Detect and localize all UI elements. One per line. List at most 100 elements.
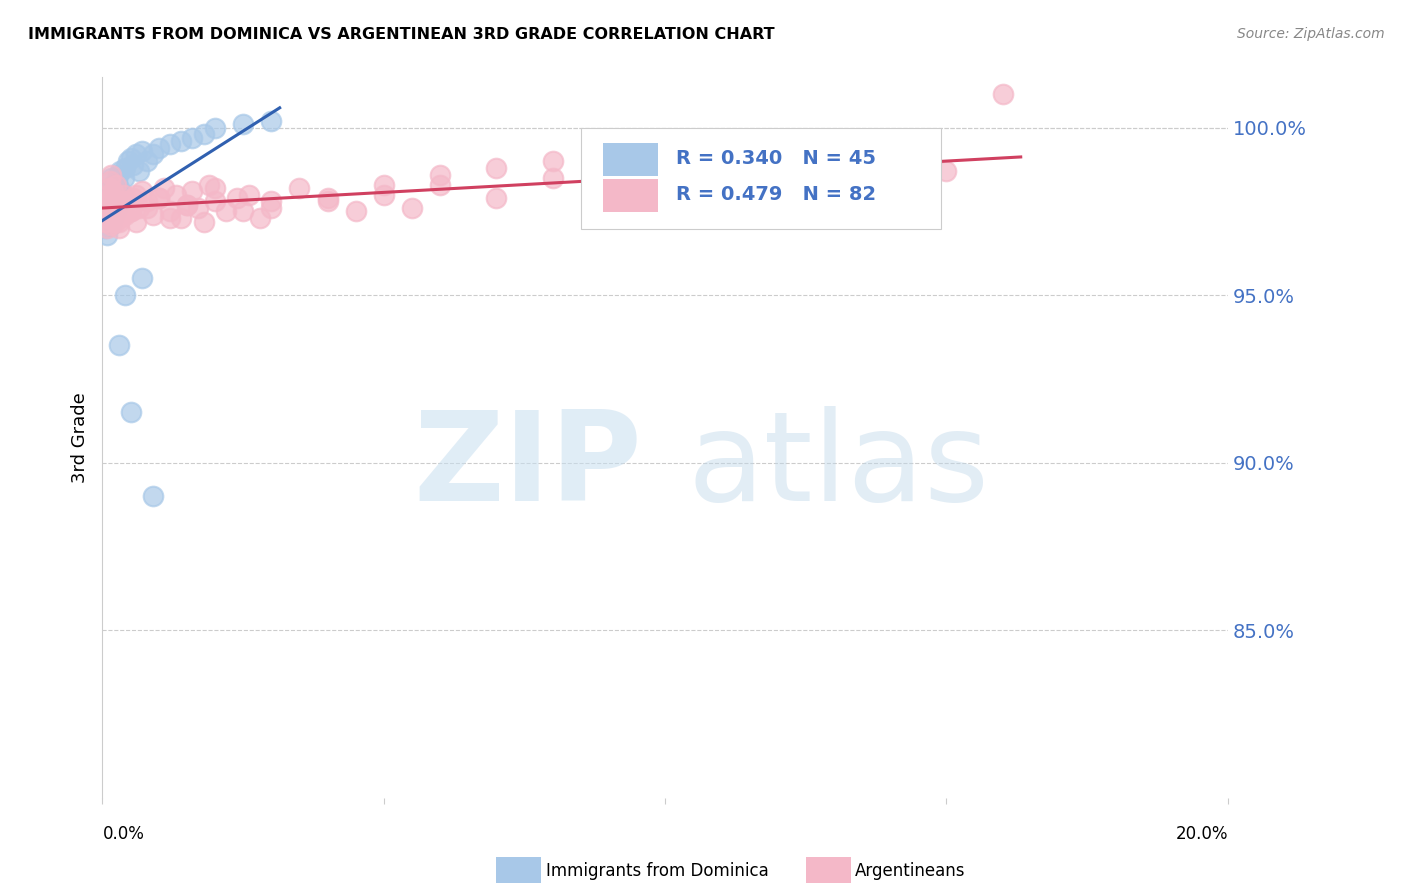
Point [316,191,339,205]
Point [103,198,125,212]
Point [935,164,957,178]
Text: atlas: atlas [688,406,990,527]
Point [136,194,159,209]
Point [288,181,311,195]
Point [159,204,181,219]
Point [117,194,139,209]
Point [170,134,193,148]
Point [148,191,170,205]
Point [170,211,193,226]
Point [260,114,283,128]
Point [97,194,120,209]
Point [101,191,124,205]
Point [136,201,159,215]
Point [114,208,136,222]
Point [128,164,150,178]
Point [105,204,128,219]
Point [110,211,132,226]
Point [105,174,128,188]
Point [991,87,1014,102]
Text: 0.0%: 0.0% [103,824,145,843]
Point [226,191,249,205]
Point [100,218,122,232]
Point [187,201,209,215]
Point [232,204,254,219]
Text: Immigrants from Dominica: Immigrants from Dominica [546,862,768,880]
Point [260,201,283,215]
Point [101,211,124,226]
Point [215,204,238,219]
Point [193,214,215,228]
Point [710,168,733,182]
Point [429,168,451,182]
Text: Source: ZipAtlas.com: Source: ZipAtlas.com [1237,27,1385,41]
Point [541,170,564,185]
Text: R = 0.479   N = 82: R = 0.479 N = 82 [676,186,876,204]
Point [98,201,121,215]
Point [198,178,221,192]
Point [181,185,204,199]
Point [96,204,118,219]
Point [104,185,127,199]
Text: IMMIGRANTS FROM DOMINICA VS ARGENTINEAN 3RD GRADE CORRELATION CHART: IMMIGRANTS FROM DOMINICA VS ARGENTINEAN … [28,27,775,42]
Point [193,128,215,142]
Point [104,214,127,228]
Point [112,170,135,185]
Point [98,201,121,215]
Point [96,194,118,209]
Point [96,221,118,235]
Point [485,191,508,205]
Point [654,181,676,195]
Point [111,187,134,202]
Point [97,187,120,202]
Point [176,198,198,212]
Point [823,191,845,205]
Point [114,194,136,209]
Point [108,181,131,195]
Point [131,144,153,158]
FancyBboxPatch shape [603,179,658,212]
Point [131,185,153,199]
Point [120,204,142,219]
Point [108,221,131,235]
Point [120,204,142,219]
Point [96,214,118,228]
Point [101,178,124,192]
Point [125,214,148,228]
Point [159,137,181,152]
Point [114,288,136,302]
Point [159,211,181,226]
Point [101,185,124,199]
Point [117,154,139,169]
Point [541,154,564,169]
Point [122,191,145,205]
Point [125,147,148,161]
Point [181,130,204,145]
Point [153,181,176,195]
Point [654,147,676,161]
Y-axis label: 3rd Grade: 3rd Grade [72,392,89,483]
Point [373,187,395,202]
Point [148,191,170,205]
Point [101,208,124,222]
Point [122,157,145,171]
Point [98,208,121,222]
Point [125,187,148,202]
Point [204,194,226,209]
Point [238,187,260,202]
Point [204,120,226,135]
Point [766,187,789,202]
Point [204,181,226,195]
Point [120,151,142,165]
Point [107,168,129,182]
Text: R = 0.340   N = 45: R = 0.340 N = 45 [676,149,876,169]
Point [101,191,124,205]
Text: ZIP: ZIP [413,406,643,527]
Point [373,178,395,192]
Point [232,117,254,131]
Point [96,227,118,242]
Point [112,187,135,202]
Point [485,161,508,175]
Point [879,174,901,188]
Text: Argentineans: Argentineans [855,862,966,880]
